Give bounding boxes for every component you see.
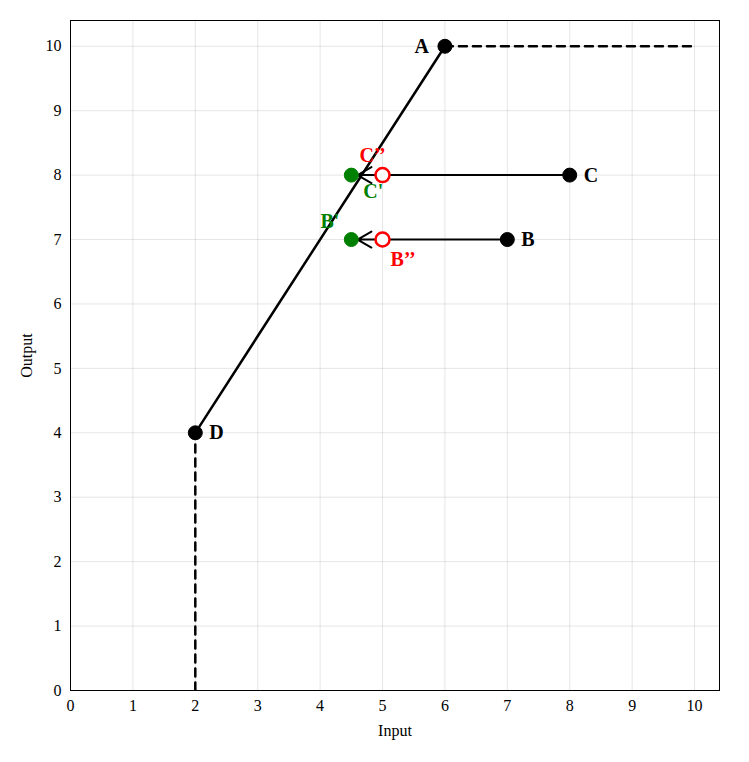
svg-text:5: 5 xyxy=(379,697,387,714)
svg-text:B’’: B’’ xyxy=(391,248,416,270)
svg-text:D: D xyxy=(209,421,223,443)
svg-text:7: 7 xyxy=(54,231,62,248)
svg-text:2: 2 xyxy=(191,697,199,714)
svg-text:0: 0 xyxy=(54,682,62,699)
svg-text:3: 3 xyxy=(54,488,62,505)
svg-text:8: 8 xyxy=(54,166,62,183)
svg-text:6: 6 xyxy=(441,697,449,714)
svg-text:1: 1 xyxy=(129,697,137,714)
svg-text:9: 9 xyxy=(628,697,636,714)
svg-text:8: 8 xyxy=(566,697,574,714)
svg-text:4: 4 xyxy=(54,424,62,441)
svg-text:C': C' xyxy=(363,180,383,202)
svg-text:0: 0 xyxy=(67,697,75,714)
svg-text:C’’: C’’ xyxy=(359,144,385,166)
svg-text:B: B xyxy=(521,228,534,250)
svg-text:1: 1 xyxy=(54,617,62,634)
svg-text:3: 3 xyxy=(254,697,262,714)
svg-text:Input: Input xyxy=(378,722,412,740)
svg-text:10: 10 xyxy=(687,697,703,714)
svg-text:4: 4 xyxy=(316,697,324,714)
svg-text:Output: Output xyxy=(18,333,36,378)
svg-text:6: 6 xyxy=(54,295,62,312)
svg-text:9: 9 xyxy=(54,102,62,119)
svg-text:10: 10 xyxy=(46,37,62,54)
svg-text:C: C xyxy=(584,164,598,186)
svg-text:2: 2 xyxy=(54,553,62,570)
svg-text:A: A xyxy=(414,35,429,57)
svg-text:5: 5 xyxy=(54,360,62,377)
svg-text:7: 7 xyxy=(503,697,511,714)
svg-text:B': B' xyxy=(320,210,339,232)
